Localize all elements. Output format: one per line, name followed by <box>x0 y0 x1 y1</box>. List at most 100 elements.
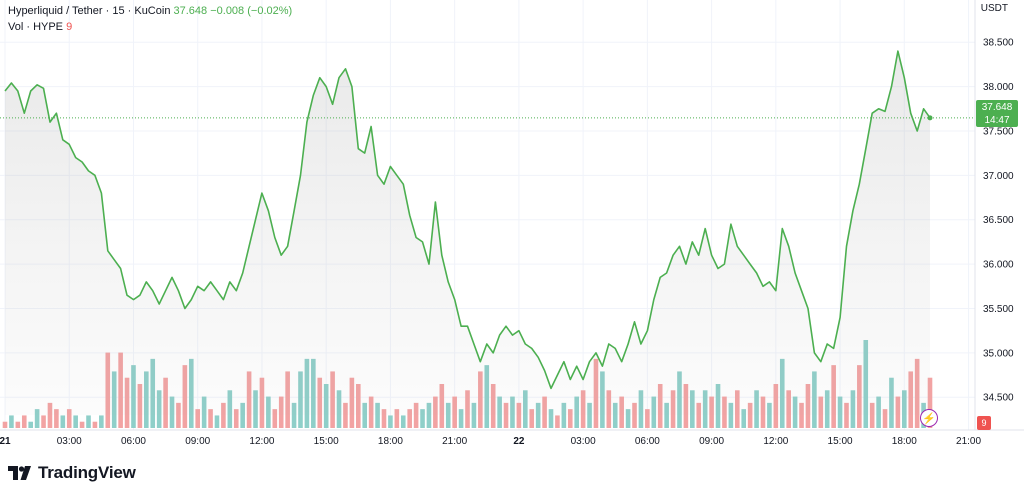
x-tick-label: 09:00 <box>699 436 724 447</box>
volume-bar <box>375 402 380 428</box>
x-tick-label: 03:00 <box>57 436 82 447</box>
change-percent: (−0.02%) <box>247 5 293 17</box>
y-tick-label: 35.000 <box>983 348 1014 359</box>
volume-bar <box>407 409 412 428</box>
volume-bar <box>799 402 804 428</box>
volume-bar <box>2 421 8 428</box>
volume-bar <box>632 402 637 428</box>
volume-bar <box>60 415 66 428</box>
x-tick-label: 12:00 <box>763 436 788 447</box>
y-tick-label: 34.500 <box>983 393 1014 404</box>
y-tick-label: 36.000 <box>983 260 1014 271</box>
volume-bar <box>291 402 297 428</box>
brand[interactable]: TradingView <box>8 463 136 483</box>
volume-value: 9 <box>66 21 73 33</box>
volume-bar <box>400 415 406 428</box>
volume-bar <box>767 402 772 428</box>
volume-bar <box>747 402 753 428</box>
volume-bar <box>221 402 226 428</box>
volume-bar <box>696 402 702 428</box>
volume-bar <box>214 415 220 428</box>
symbol-label[interactable]: Hyperliquid / Tether · 15 · KuCoin <box>8 5 171 17</box>
volume-bar <box>381 409 387 428</box>
y-tick-label: 36.500 <box>983 215 1014 226</box>
volume-bar <box>92 421 98 428</box>
legend-row-price: Hyperliquid / Tether · 15 · KuCoin 37.64… <box>8 3 292 19</box>
volume-bar <box>394 409 400 428</box>
y-tick-label: 35.500 <box>983 304 1014 315</box>
y-tick-label: 37.500 <box>983 126 1014 137</box>
volume-bar <box>54 409 59 428</box>
volume-bar <box>728 402 734 428</box>
last-price-point <box>927 115 933 121</box>
lightning-icon[interactable]: ⚡ <box>920 409 938 427</box>
volume-bar <box>21 415 27 428</box>
volume-bar <box>612 402 618 428</box>
y-tick-label: 38.000 <box>983 82 1014 93</box>
volume-bar <box>664 402 669 428</box>
x-tick-label: 09:00 <box>185 436 210 447</box>
volume-bar <box>548 409 554 428</box>
volume-bar <box>567 409 573 428</box>
volume-bar <box>413 402 419 428</box>
tradingview-logo-icon <box>8 466 31 480</box>
volume-bar <box>28 421 33 428</box>
price-area-fill <box>5 51 930 415</box>
volume-bar <box>741 409 747 428</box>
last-price-tag: 37.648 14:47 <box>976 100 1018 127</box>
volume-bar <box>426 402 432 428</box>
volume-bar <box>587 402 592 428</box>
volume-bar <box>645 409 650 428</box>
volume-bar <box>233 409 239 428</box>
x-tick-label: 12:00 <box>249 436 274 447</box>
volume-bar <box>66 409 72 428</box>
x-tick-label: 03:00 <box>571 436 596 447</box>
volume-bar <box>343 402 348 428</box>
x-tick-label: 22 <box>513 436 525 447</box>
volume-bar <box>844 402 849 428</box>
volume-bar <box>73 415 78 428</box>
volume-bar <box>41 415 46 428</box>
y-tick-label: 38.500 <box>983 38 1014 49</box>
x-tick-label: 15:00 <box>828 436 853 447</box>
x-tick-label: 06:00 <box>121 436 146 447</box>
volume-bar <box>420 409 425 428</box>
volume-bar <box>516 402 522 428</box>
brand-name: TradingView <box>38 463 136 482</box>
x-tick-label: 21:00 <box>442 436 467 447</box>
volume-label[interactable]: Vol · HYPE <box>8 21 64 33</box>
volume-bar <box>503 402 509 428</box>
volume-bar <box>869 402 875 428</box>
volume-bar <box>9 415 14 428</box>
price-axis[interactable]: 38.500 38.000 37.500 37.000 36.500 36.000 35.5… <box>983 38 1014 404</box>
x-tick-label: 18:00 <box>378 436 403 447</box>
x-tick-label: 06:00 <box>635 436 660 447</box>
volume-bar <box>15 421 21 428</box>
volume-bar <box>882 409 888 428</box>
volume-bar <box>99 415 104 428</box>
volume-bar <box>86 415 91 428</box>
volume-bar <box>34 409 40 428</box>
y-tick-label: 37.000 <box>983 171 1014 182</box>
legend-row-volume: Vol · HYPE 9 <box>8 19 292 35</box>
volume-tag: 9 <box>977 416 991 430</box>
time-axis[interactable]: 21 03:00 06:00 09:00 12:00 15:00 18:00 21:00 22 0… <box>0 436 1024 447</box>
price-tag-value: 37.648 <box>981 102 1013 113</box>
volume-bar <box>272 409 278 428</box>
currency-label[interactable]: USDT <box>980 3 1008 14</box>
volume-bar <box>362 402 368 428</box>
volume-bar <box>79 421 85 428</box>
volume-bar <box>47 402 53 428</box>
volume-bar <box>555 415 560 428</box>
price-tag-countdown: 14:47 <box>984 115 1010 126</box>
volume-bar <box>195 409 201 428</box>
x-tick-label: 21 <box>0 436 11 447</box>
volume-bar <box>458 409 464 428</box>
volume-bar <box>445 402 451 428</box>
volume-bar <box>561 402 567 428</box>
volume-bar <box>240 402 245 428</box>
volume-bar <box>208 409 213 428</box>
volume-bar <box>625 409 631 428</box>
price-line <box>4 50 931 390</box>
